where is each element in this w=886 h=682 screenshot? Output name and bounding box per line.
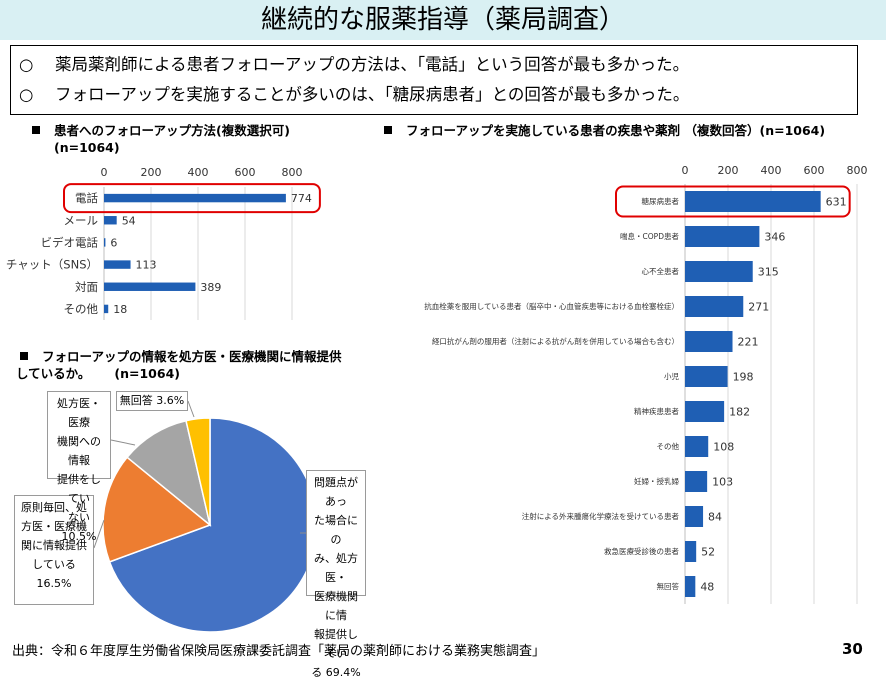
pie-slice-label: 問題点があっ た場合にの み、処方医・ 医療機関に情 報提供している 69.4% — [306, 470, 366, 679]
method-chart-bar — [104, 238, 106, 247]
condition-chart-tick-label: 0 — [682, 164, 689, 177]
summary-line-1: ○ 薬局薬剤師による患者フォローアップの方法は、「電話」という回答が最も多かった。 — [19, 50, 849, 80]
condition-chart-category-label: 救急医療受診後の患者 — [604, 546, 679, 556]
square-bullet-icon — [20, 352, 28, 360]
condition-chart-bar — [685, 436, 709, 457]
condition-chart-data-label: 103 — [712, 476, 733, 489]
method-chart-tick-label: 0 — [101, 166, 108, 179]
summary-box: ○ 薬局薬剤師による患者フォローアップの方法は、「電話」という回答が最も多かった。… — [10, 45, 858, 115]
condition-chart-data-label: 271 — [748, 301, 769, 314]
condition-chart-bar — [685, 506, 704, 527]
condition-chart-highlight-box — [615, 185, 851, 218]
method-chart-data-label: 389 — [200, 281, 221, 294]
method-chart-data-label: 54 — [122, 214, 136, 227]
method-chart-bar — [104, 282, 196, 291]
method-chart-category-label: 電話 — [75, 191, 98, 205]
method-chart-data-label: 18 — [113, 303, 127, 316]
condition-chart-data-label: 84 — [708, 511, 722, 524]
condition-chart-data-label: 108 — [713, 441, 734, 454]
method-chart-category-label: ビデオ電話 — [41, 235, 99, 249]
pie-leader-line — [110, 439, 136, 446]
condition-chart-category-label: 小児 — [664, 372, 679, 381]
condition-chart-bar — [685, 226, 760, 247]
pie-slice-label: 無回答 3.6% — [116, 391, 188, 411]
condition-chart-bar — [685, 471, 708, 492]
condition-chart-bar — [685, 261, 753, 282]
method-chart-tick-label: 800 — [282, 166, 303, 179]
condition-chart-bar — [685, 541, 697, 562]
method-chart-bar — [104, 216, 117, 225]
condition-chart-data-label: 315 — [758, 266, 779, 279]
pie-leader-line — [187, 400, 195, 418]
condition-chart-tick-label: 600 — [804, 164, 825, 177]
condition-chart-data-label: 221 — [738, 336, 759, 349]
method-chart-category-label: 対面 — [75, 280, 98, 294]
condition-chart-tick-label: 200 — [718, 164, 739, 177]
condition-chart-category-label: 無回答 — [657, 581, 680, 591]
method-chart-bar — [104, 260, 131, 269]
condition-chart-category-label: その他 — [657, 441, 680, 451]
condition-chart-category-label: 糖尿病患者 — [642, 196, 680, 206]
method-chart-data-label: 774 — [291, 192, 312, 205]
condition-chart-data-label: 52 — [701, 546, 715, 559]
pie-slice-label: 処方医・医療 機関への情報 提供をしてい ない 10.5% — [47, 391, 111, 543]
condition-chart-category-label: 注射による外来腫瘍化学療法を受けている患者 — [522, 511, 680, 521]
condition-chart-bar — [685, 366, 728, 387]
pie-slice-label: 原則毎回、処 方医・医療機 関に情報提供 している 16.5% — [14, 495, 94, 605]
pie-slice — [185, 417, 211, 526]
circle-bullet-icon: ○ — [19, 85, 34, 104]
condition-chart-data-label: 631 — [826, 196, 847, 209]
source-note: 出典：令和６年度厚生労働省保険局医療課委託調査「薬局の薬剤師における業務実態調査… — [12, 644, 546, 659]
pie-slice — [126, 419, 212, 527]
circle-bullet-icon: ○ — [19, 55, 34, 74]
square-bullet-icon — [384, 126, 392, 134]
method-chart-tick-label: 600 — [235, 166, 256, 179]
condition-chart-data-label: 346 — [764, 231, 785, 244]
condition-chart-data-label: 198 — [733, 371, 754, 384]
condition-chart-category-label: 妊婦・授乳婦 — [634, 476, 679, 486]
pie-slice — [102, 456, 212, 563]
condition-chart-bar — [685, 296, 744, 317]
condition-chart-category-label: 経口抗がん剤の服用者（注射による抗がん剤を併用している場合も含む） — [432, 336, 679, 346]
charts-canvas: 0 200 400 600 800 電話 774 メール 54 ビデオ電話 6 チャット（SNS） 11… — [6, 164, 868, 633]
condition-chart-category-label: 喘息・COPD患者 — [620, 231, 679, 241]
method-chart-category-label: メール — [64, 213, 99, 227]
condition-chart-bar — [685, 191, 821, 212]
condition-chart-category-label: 心不全患者 — [642, 266, 680, 276]
condition-chart-heading: フォローアップを実施している患者の疾患や薬剤 （複数回答）(n=1064) — [380, 122, 825, 139]
method-chart-category-label: その他 — [64, 302, 99, 316]
page-number: 30 — [842, 640, 863, 658]
method-chart-data-label: 113 — [136, 259, 157, 272]
method-chart-category-label: チャット（SNS） — [6, 258, 98, 272]
pie-chart-heading: フォローアップの情報を処方医・医療機関に情報提供 しているか。 (n=1064) — [16, 349, 342, 381]
condition-chart-data-label: 48 — [700, 581, 714, 594]
page-title: 継続的な服薬指導（薬局調査） — [260, 5, 625, 35]
method-chart-tick-label: 200 — [141, 166, 162, 179]
condition-chart-bar — [685, 331, 733, 352]
condition-chart-category-label: 精神疾患患者 — [634, 406, 679, 416]
method-chart-bar — [104, 304, 109, 314]
method-chart-data-label: 6 — [110, 236, 117, 249]
followup-method-heading: 患者へのフォローアップ方法(複数選択可) (n=1064) — [28, 122, 290, 156]
condition-chart-data-label: 182 — [729, 406, 750, 419]
method-chart-tick-label: 400 — [188, 166, 209, 179]
condition-chart-bar — [685, 576, 696, 597]
condition-chart-tick-label: 800 — [847, 164, 868, 177]
method-chart-bar — [104, 193, 286, 203]
method-chart-highlight-box — [63, 183, 321, 214]
pie-slice — [108, 417, 318, 633]
title-bar — [0, 0, 886, 40]
pie-leader-line — [93, 519, 105, 549]
summary-line-2: ○ フォローアップを実施することが多いのは、「糖尿病患者」との回答が最も多かった。 — [19, 80, 849, 110]
condition-chart-bar — [685, 401, 725, 422]
condition-chart-category-label: 抗血栓薬を服用している患者（脳卒中・心血管疾患等における血栓塞栓症） — [424, 301, 679, 311]
square-bullet-icon — [32, 126, 40, 134]
condition-chart-tick-label: 400 — [761, 164, 782, 177]
